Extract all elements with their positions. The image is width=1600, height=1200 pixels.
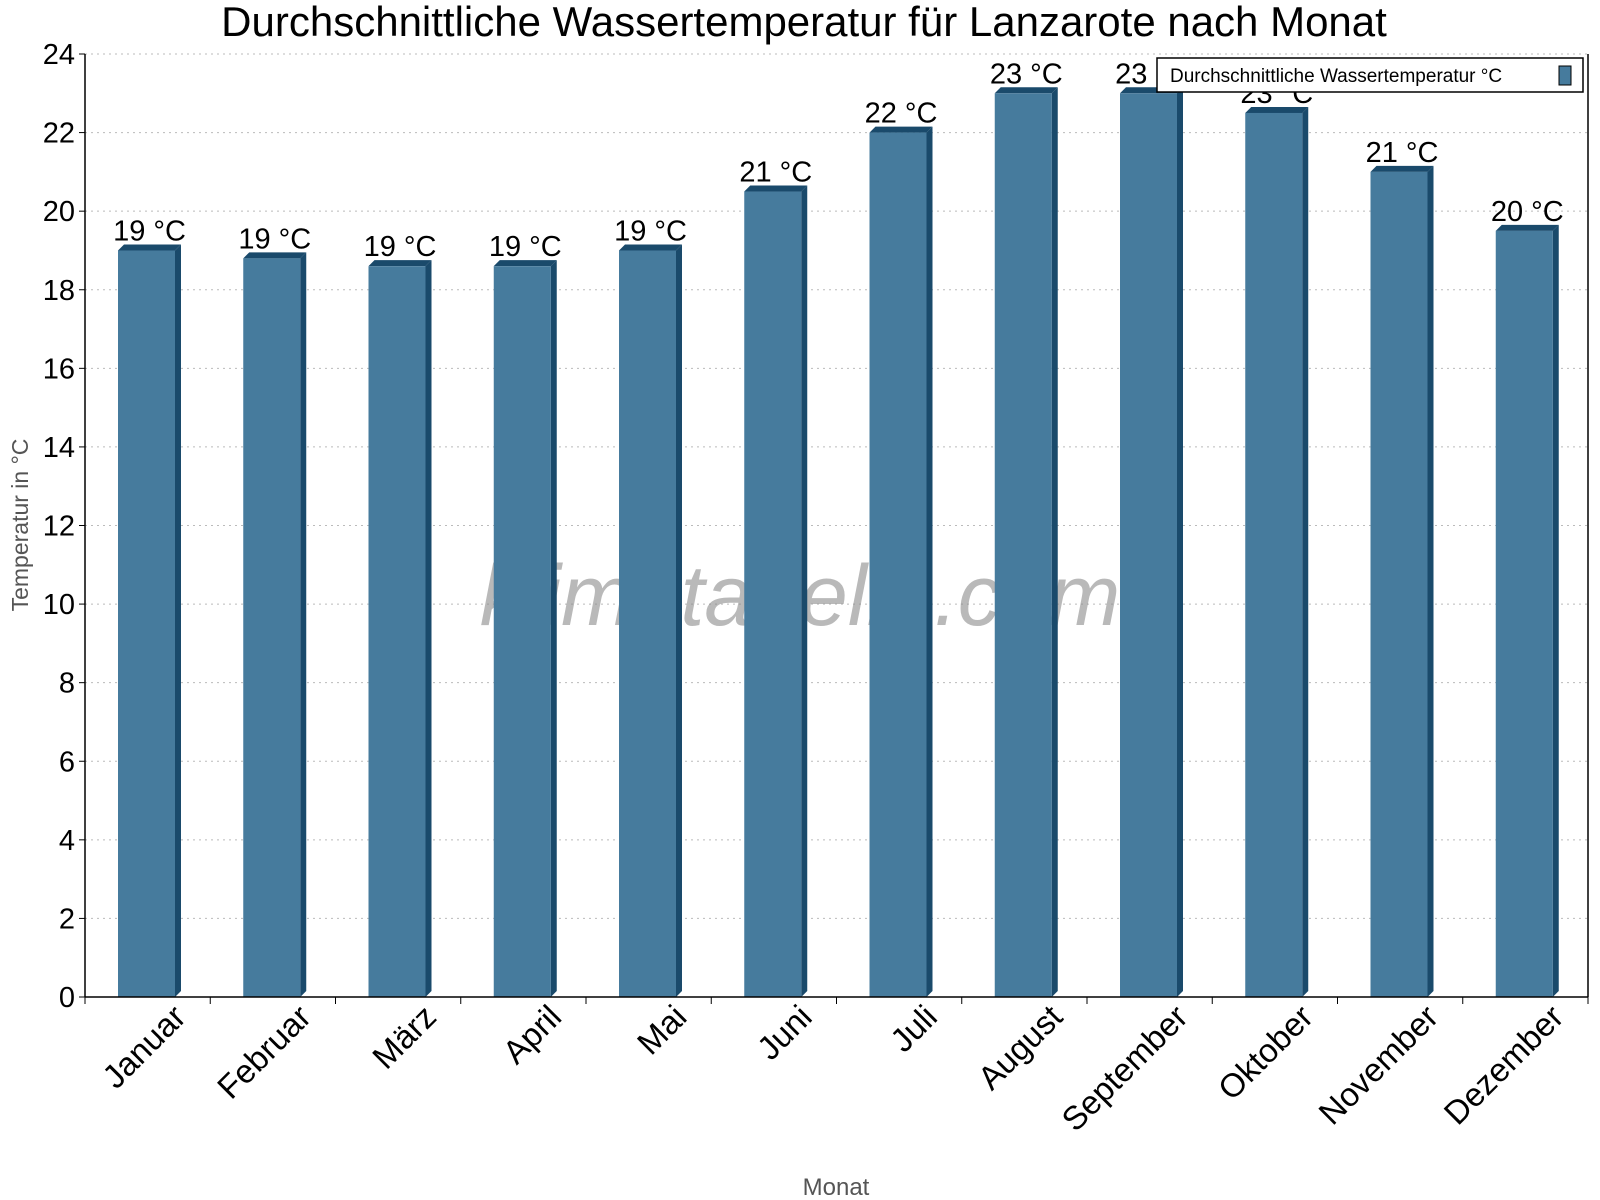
y-tick-label: 24 <box>43 39 75 71</box>
bar-top <box>1370 165 1434 172</box>
bars: 19 °C 19 °C 19 °C 19 °C 19 °C 21 °C 22 °C 23 °C… <box>113 58 1564 998</box>
bar-top <box>869 126 933 133</box>
bar-top <box>118 244 181 251</box>
bar <box>869 132 927 998</box>
x-tick-label: September <box>1054 998 1194 1138</box>
bar-top <box>1245 106 1309 113</box>
bar-side <box>175 244 181 998</box>
x-tick-label: Juli <box>883 998 944 1059</box>
bar-side <box>425 260 432 997</box>
bar <box>1495 230 1553 997</box>
bar <box>243 258 301 998</box>
x-tick-label: März <box>365 998 443 1076</box>
y-tick-label: 10 <box>43 589 75 621</box>
bar-side <box>801 185 808 998</box>
x-tick-label: August <box>971 998 1070 1097</box>
bar <box>1245 112 1303 997</box>
bar-side <box>1177 87 1183 997</box>
y-axis-label: Temperatur in °C <box>7 439 33 612</box>
y-tick-label: 8 <box>59 668 75 700</box>
x-tick-label: Januar <box>95 998 193 1096</box>
y-tick-label: 16 <box>43 353 75 385</box>
x-tick-label: November <box>1311 998 1445 1132</box>
bar <box>368 266 426 997</box>
bar-top <box>368 260 432 267</box>
bar-side <box>1051 87 1058 997</box>
data-label: 22 °C <box>865 98 938 130</box>
y-tick-label: 6 <box>59 746 75 778</box>
x-tick-label: Juni <box>750 998 819 1067</box>
bar-side <box>1427 165 1434 997</box>
bar <box>619 250 676 998</box>
data-label: 23 °C <box>990 58 1063 90</box>
bar-side <box>300 252 307 998</box>
bar-top <box>1495 224 1559 231</box>
bar <box>1370 171 1428 997</box>
y-tick-label: 20 <box>43 196 75 228</box>
legend-label: Durchschnittliche Wassertemperatur °C <box>1170 66 1502 87</box>
y-tick-label: 0 <box>59 982 75 1014</box>
chart-title: Durchschnittliche Wassertemperatur für L… <box>221 0 1387 45</box>
data-label: 19 °C <box>489 231 562 263</box>
y-tick-label: 4 <box>59 825 75 857</box>
y-tick-label: 2 <box>59 903 75 935</box>
bar-side <box>1302 106 1309 997</box>
data-label: 21 °C <box>739 157 812 189</box>
data-label: 19 °C <box>614 215 687 247</box>
bar <box>1120 93 1177 997</box>
bar <box>744 191 802 998</box>
y-tick-label: 12 <box>43 511 75 543</box>
y-tick-label: 14 <box>43 432 75 464</box>
gridlines <box>85 53 1588 919</box>
y-tick-label: 18 <box>43 275 75 307</box>
x-tick-label: Februar <box>210 998 318 1106</box>
bar <box>994 93 1052 997</box>
bar-top <box>619 244 682 251</box>
bar-side <box>926 126 933 998</box>
bar <box>493 266 551 997</box>
x-tick-label: Mai <box>630 998 694 1062</box>
bar <box>118 250 175 998</box>
bar-side <box>676 244 682 998</box>
data-label: 21 °C <box>1366 137 1439 169</box>
x-tick-label: April <box>495 998 568 1071</box>
bar-side <box>1552 224 1559 997</box>
x-tick-label: Dezember <box>1437 998 1571 1132</box>
data-label: 19 °C <box>113 215 186 247</box>
bar-top <box>493 260 557 267</box>
data-label: 19 °C <box>238 223 311 255</box>
x-tick-label: Oktober <box>1211 998 1320 1107</box>
bar-side <box>550 260 557 997</box>
legend: Durchschnittliche Wassertemperatur °C <box>1156 57 1584 93</box>
legend-swatch <box>1558 65 1572 86</box>
data-label: 19 °C <box>364 231 437 263</box>
bar-top <box>994 87 1058 94</box>
x-axis-label: Monat <box>803 1174 870 1200</box>
data-label: 20 °C <box>1491 196 1564 228</box>
bar-top <box>243 252 307 259</box>
y-tick-label: 22 <box>43 118 75 150</box>
bar-top <box>744 185 808 192</box>
